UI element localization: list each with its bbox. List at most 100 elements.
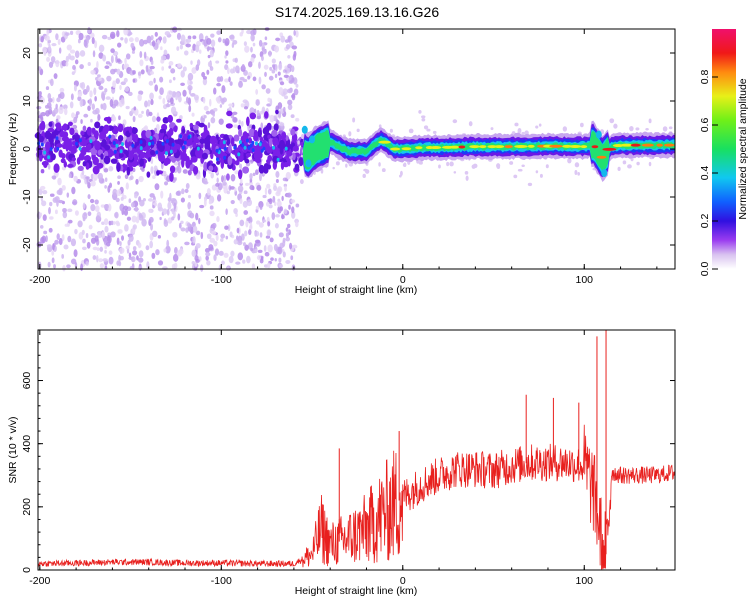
spectrogram-noise-cell: [240, 120, 244, 127]
spectrogram-noise-cell: [42, 190, 48, 195]
spectrogram-noise-cell: [92, 172, 99, 181]
spectrogram-noise-cell: [82, 238, 86, 244]
spectrogram-noise-cell: [246, 199, 253, 207]
spectrogram-noise-core: [128, 126, 133, 134]
spectrogram-noise-cell: [92, 255, 97, 260]
spectrogram-noise-peak: [89, 139, 93, 144]
spectrogram-noise-peak: [149, 135, 153, 140]
spectrogram-noise-cell: [180, 34, 186, 43]
spectrogram-noise-cell: [165, 245, 171, 254]
spectrogram-noise-cell: [117, 229, 123, 234]
spectrogram-noise-core: [82, 125, 87, 131]
spectrogram-noise-cell: [287, 88, 293, 94]
spectrogram-ridge-peak: [591, 145, 599, 149]
spectrogram-noise-cell: [153, 165, 158, 171]
snr-x-axis-label: Height of straight line (km): [295, 585, 418, 597]
spectrogram-halo-cell: [408, 128, 414, 134]
spectrogram-noise-cell: [104, 184, 107, 189]
spectrogram-noise-peak: [222, 140, 226, 145]
spectrogram-halo-cell: [662, 126, 668, 132]
spectrogram-noise-core: [181, 128, 186, 134]
spectrogram-noise-cell: [65, 61, 69, 67]
spectrogram-halo-cell: [617, 166, 621, 172]
spectrogram-noise-cell: [215, 96, 221, 102]
spectrogram-halo-cell: [300, 154, 304, 158]
spectrogram-noise-cell: [271, 69, 276, 74]
spectrogram-noise-cell: [182, 66, 187, 72]
spectrogram-noise-peak: [196, 146, 200, 151]
spectrogram-noise-cell: [90, 204, 96, 212]
spectrogram-noise-cell: [171, 263, 176, 270]
spectrogram-noise-cell: [116, 237, 120, 245]
spectrogram-noise-cell: [80, 263, 84, 272]
spectrogram-noise-cell: [69, 49, 76, 54]
spectrogram-noise-cell: [97, 172, 104, 181]
spectrogram-noise-cell: [270, 257, 274, 261]
spectrogram-noise-cell: [213, 240, 218, 247]
spectrogram-noise-core: [192, 165, 199, 175]
spectrogram-noise-cell: [132, 115, 136, 123]
spectrogram-noise-cell: [96, 254, 99, 263]
spectrogram-noise-core: [53, 163, 60, 173]
spectrogram-noise-peak: [233, 145, 237, 150]
spectrogram-noise-core: [38, 153, 43, 162]
spectrogram-noise-cell: [164, 31, 171, 36]
spectrogram-noise-cell: [130, 202, 135, 208]
spectrogram-halo-cell: [418, 109, 422, 114]
spectrogram-noise-core: [298, 157, 304, 167]
spectrogram-noise-cell: [234, 187, 237, 192]
spectrogram-noise-cell: [180, 227, 186, 232]
spectrogram-noise-cell: [223, 252, 229, 258]
spectrogram-ridge-peak: [469, 145, 480, 149]
spectrogram-noise-cell: [290, 199, 296, 204]
spectrogram-noise-cell: [40, 96, 45, 104]
spectrogram-noise-cell: [163, 218, 167, 225]
spectrogram-noise-peak: [215, 157, 219, 162]
spectrogram-noise-cell: [83, 39, 88, 48]
spectrogram-noise-cell: [113, 221, 116, 225]
spectrogram-noise-cell: [267, 188, 272, 195]
spectrogram-noise-cell: [149, 65, 155, 70]
spectrogram-noise-cell: [259, 232, 263, 238]
spectrogram-noise-core: [190, 156, 198, 163]
spectrogram-noise-core: [246, 116, 250, 127]
spectrogram-noise-cell: [221, 175, 224, 183]
spectrogram-noise-cell: [176, 32, 181, 40]
snr-y-tick-label: 400: [21, 435, 33, 453]
spectrogram-noise-cell: [287, 223, 291, 229]
spectrogram-ridge-peak: [527, 144, 535, 148]
spectrogram-halo-cell: [567, 158, 572, 164]
spectrogram-noise-cell: [258, 173, 262, 182]
spectrogram-noise-core: [71, 157, 76, 162]
colorbar-tick-label: 0.4: [699, 166, 711, 181]
spectrogram-noise-cell: [285, 232, 289, 238]
spectrogram-noise-cell: [58, 187, 63, 196]
spectrogram-noise-cell: [104, 65, 110, 70]
spectrogram-noise-cell: [209, 98, 212, 107]
spectrogram-noise-core: [247, 137, 253, 143]
spectrogram-noise-cell: [215, 60, 220, 64]
spectrogram-ridge-peak: [656, 143, 663, 147]
spectrogram-noise-cell: [197, 59, 201, 66]
spectrogram-noise-cell: [125, 105, 130, 110]
spectrogram-noise-cell: [134, 37, 140, 43]
spectrogram-noise-cell: [90, 69, 96, 75]
spectrogram-noise-peak: [139, 146, 143, 151]
spectrogram-noise-cell: [210, 172, 214, 179]
spectrogram-noise-cell: [293, 88, 299, 96]
spectrogram-noise-core: [60, 158, 66, 164]
spectrogram-noise-cell: [168, 79, 172, 84]
spectrogram-noise-cell: [241, 28, 244, 35]
spectrogram-noise-cell: [120, 37, 124, 41]
spectrogram-noise-cell: [135, 216, 140, 224]
spectrogram-noise-peak: [251, 140, 255, 145]
spectrogram-noise-core: [49, 135, 54, 146]
spectrogram-noise-peak: [284, 146, 288, 151]
spectrogram-ridge-peak: [620, 143, 634, 147]
spectrogram-noise-cell: [45, 235, 48, 243]
spectrogram-noise-cell: [46, 102, 52, 109]
spectrogram-noise-cell: [62, 207, 67, 213]
spectrogram-halo-cell: [580, 122, 584, 128]
spectrogram-noise-core: [121, 163, 126, 173]
spectrogram-noise-cell: [62, 104, 68, 110]
